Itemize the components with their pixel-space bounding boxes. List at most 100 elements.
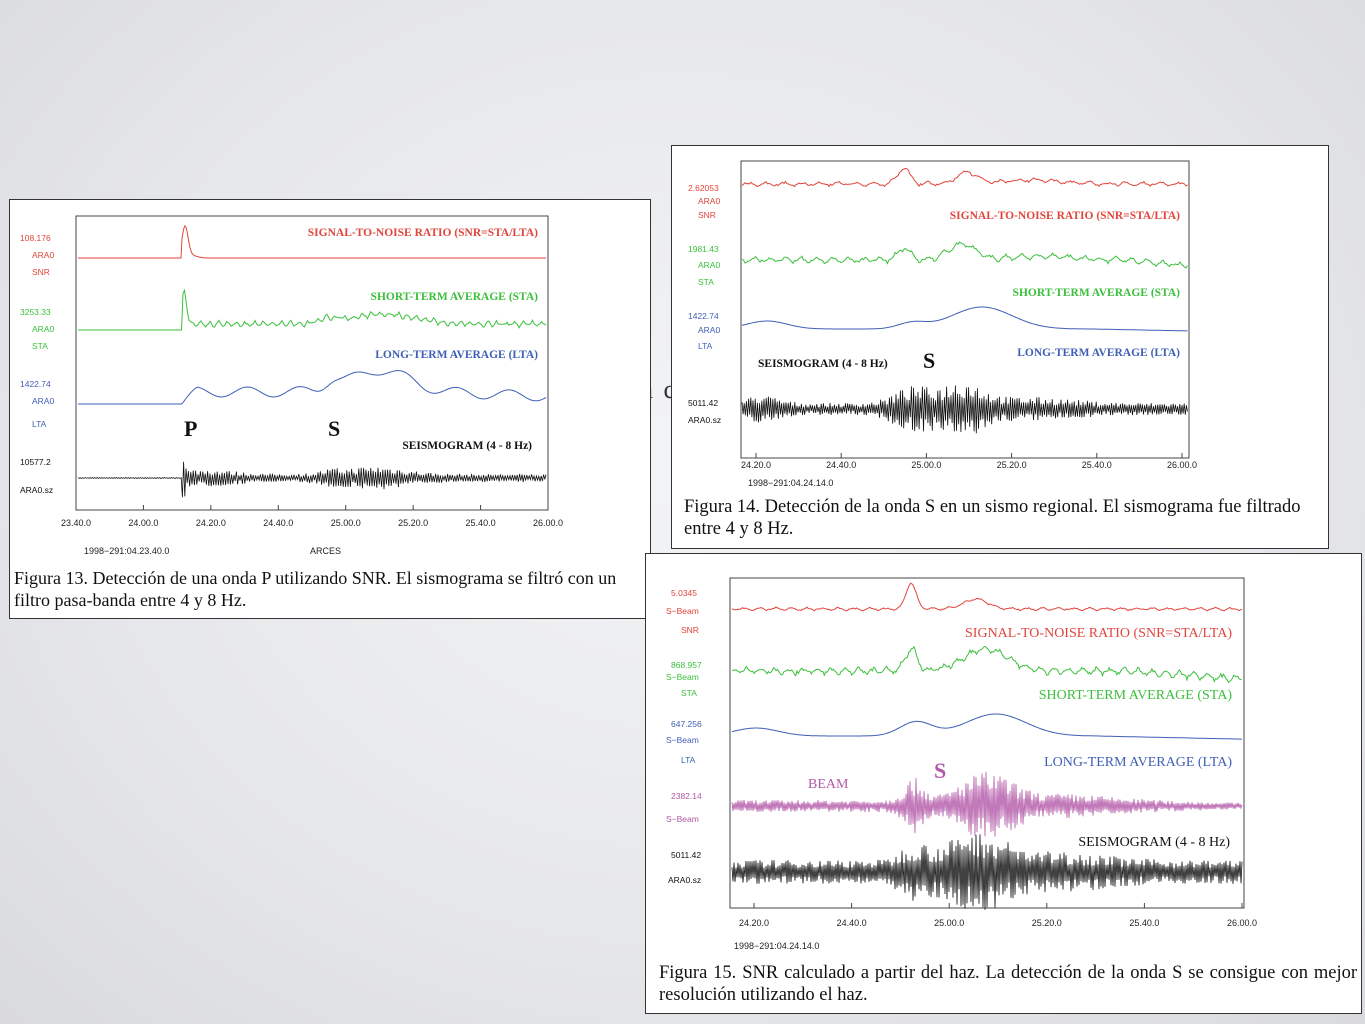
lta-trace <box>741 306 1188 332</box>
lta-title: LONG-TERM AVERAGE (LTA) <box>1044 755 1232 770</box>
x-tick-label: 24.40.0 <box>826 460 856 470</box>
snr-kind: SNR <box>32 267 50 277</box>
x-tick-label: 25.00.0 <box>934 918 964 928</box>
x-tick-label: 26.00.0 <box>1227 918 1257 928</box>
plot-frame <box>75 215 549 511</box>
x-tick-label: 24.20.0 <box>196 518 226 528</box>
figure-14-caption: Figura 14. Detección de la onda S en un … <box>684 497 1301 540</box>
s-phase-label: S <box>923 348 935 373</box>
x-tick-label: 25.40.0 <box>1129 918 1159 928</box>
snr-title: SIGNAL-TO-NOISE RATIO (SNR=STA/LTA) <box>965 626 1232 641</box>
plot-frame <box>729 577 1245 909</box>
seis-station: ARA0.sz <box>688 415 721 425</box>
x-tick-label: 25.40.0 <box>466 518 496 528</box>
x-axis-ticks: 24.20.0 24.40.0 25.00.0 25.20.0 25.40.0 26.00… <box>739 903 1257 928</box>
sta-title: SHORT-TERM AVERAGE (STA) <box>1039 688 1233 703</box>
x-tick-label: 24.40.0 <box>263 518 293 528</box>
beam-max-value: 2382.14 <box>671 791 702 801</box>
lta-trace <box>731 713 1242 740</box>
lta-station: ARA0 <box>32 396 54 406</box>
figure-14: 24.20.0 24.40.0 25.00.0 25.20.0 25.40.0 26.00… <box>671 145 1329 549</box>
snr-kind: SNR <box>681 625 699 635</box>
x-tick-label: 26.00.0 <box>533 518 563 528</box>
x-tick-label: 25.20.0 <box>398 518 428 528</box>
plot-frame <box>740 160 1190 459</box>
sta-trace <box>78 288 547 331</box>
x-tick-label: 26.00.0 <box>1167 460 1197 470</box>
seis-station: ARA0.sz <box>668 875 701 885</box>
snr-max-value: 108.176 <box>20 233 51 243</box>
x-tick-label: 23.40.0 <box>61 518 91 528</box>
snr-trace <box>741 167 1188 188</box>
sta-trace <box>731 645 1242 684</box>
start-time-label: 1998−291:04.24.14.0 <box>748 478 833 488</box>
x-tick-label: 25.20.0 <box>997 460 1027 470</box>
snr-kind: SNR <box>698 210 716 220</box>
x-axis-ticks: 23.40.0 24.00.0 24.20.0 24.40.0 25.00.0 25.20… <box>61 505 563 528</box>
lta-title: LONG-TERM AVERAGE (LTA) <box>375 349 538 361</box>
lta-max-value: 1422.74 <box>20 379 51 389</box>
lta-title: LONG-TERM AVERAGE (LTA) <box>1017 347 1180 359</box>
x-tick-label: 25.00.0 <box>911 460 941 470</box>
figure-15-plot: 24.20.0 24.40.0 25.00.0 25.20.0 25.40.0 26.00… <box>666 577 1257 951</box>
x-tick-label: 25.20.0 <box>1032 918 1062 928</box>
lta-max-value: 1422.74 <box>688 311 719 321</box>
snr-title: SIGNAL-TO-NOISE RATIO (SNR=STA/LTA) <box>950 210 1180 222</box>
x-tick-label: 24.00.0 <box>128 518 158 528</box>
s-phase-label: S <box>934 758 946 783</box>
sta-station: S−Beam <box>666 672 699 682</box>
snr-title: SIGNAL-TO-NOISE RATIO (SNR=STA/LTA) <box>308 227 538 239</box>
sta-max-value: 1981.43 <box>688 244 719 254</box>
seismogram-trace <box>77 461 547 498</box>
figure-14-plot: 24.20.0 24.40.0 25.00.0 25.20.0 25.40.0 26.00… <box>688 160 1197 488</box>
beam-trace <box>731 771 1243 837</box>
snr-max-value: 5.0345 <box>671 588 697 598</box>
sta-station: ARA0 <box>32 324 54 334</box>
snr-station: S−Beam <box>666 606 699 616</box>
sta-title: SHORT-TERM AVERAGE (STA) <box>1013 287 1181 299</box>
seis-title: SEISMOGRAM (4 - 8 Hz) <box>402 440 532 452</box>
snr-station: ARA0 <box>32 250 54 260</box>
figure-15-caption: Figura 15. SNR calculado a partir del ha… <box>659 963 1357 1006</box>
lta-station: S−Beam <box>666 735 699 745</box>
array-label: ARCES <box>310 546 341 556</box>
sta-station: ARA0 <box>698 260 720 270</box>
sta-title: SHORT-TERM AVERAGE (STA) <box>371 291 539 303</box>
seis-max-value: 5011.42 <box>671 850 701 860</box>
lta-max-value: 647.256 <box>671 719 702 729</box>
lta-station: ARA0 <box>698 325 720 335</box>
beam-title: BEAM <box>808 777 849 792</box>
x-tick-label: 25.40.0 <box>1082 460 1112 470</box>
seis-title: SEISMOGRAM (4 - 8 Hz) <box>1078 835 1230 850</box>
beam-station: S−Beam <box>666 814 699 824</box>
seismogram-trace <box>741 385 1188 434</box>
lta-kind: LTA <box>681 755 696 765</box>
figure-13-plot: 23.40.0 24.00.0 24.20.0 24.40.0 25.00.0 25.20… <box>20 215 563 556</box>
seis-max-value: 10577.2 <box>20 457 51 467</box>
start-time-label: 1998−291:04.24.14.0 <box>734 941 819 951</box>
x-tick-label: 24.20.0 <box>739 918 769 928</box>
figure-13-caption: Figura 13. Detección de una onda P utili… <box>14 568 617 610</box>
snr-trace <box>78 224 546 259</box>
lta-trace <box>78 370 547 405</box>
snr-station: ARA0 <box>698 196 720 206</box>
figure-15: 24.20.0 24.40.0 25.00.0 25.20.0 25.40.0 26.00… <box>645 553 1362 1014</box>
seis-title: SEISMOGRAM (4 - 8 Hz) <box>758 358 888 370</box>
x-tick-label: 25.00.0 <box>331 518 361 528</box>
sta-kind: STA <box>32 341 48 351</box>
seismogram-trace <box>731 834 1243 910</box>
figure-13: 23.40.0 24.00.0 24.20.0 24.40.0 25.00.0 25.20… <box>9 199 651 619</box>
seis-station: ARA0.sz <box>20 485 53 495</box>
x-tick-label: 24.40.0 <box>837 918 867 928</box>
sta-kind: STA <box>698 277 714 287</box>
snr-max-value: 2.62053 <box>688 183 719 193</box>
lta-kind: LTA <box>32 419 47 429</box>
x-tick-label: 24.20.0 <box>741 460 771 470</box>
start-time-label: 1998−291:04.23.40.0 <box>84 546 169 556</box>
sta-max-value: 868.957 <box>671 660 702 670</box>
seis-max-value: 5011.42 <box>688 398 718 408</box>
sta-kind: STA <box>681 688 697 698</box>
snr-trace <box>731 582 1243 612</box>
sta-trace <box>741 241 1188 269</box>
sta-max-value: 3253.33 <box>20 307 51 317</box>
